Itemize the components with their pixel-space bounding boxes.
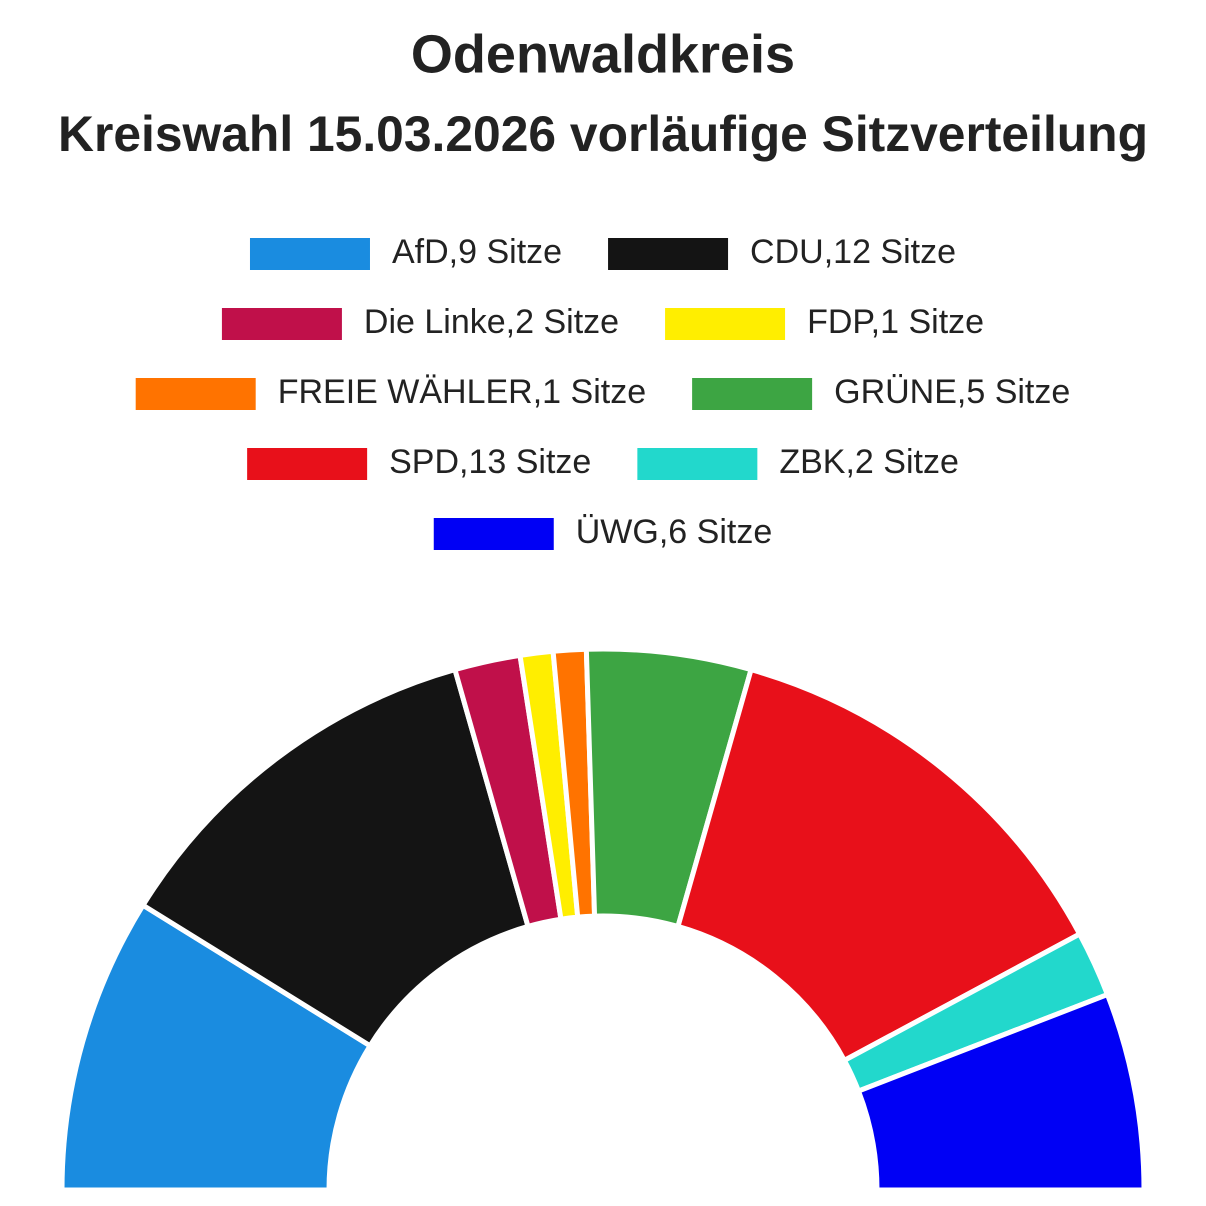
- legend-row: Die Linke,2 Sitze FDP,1 Sitze: [221, 303, 984, 341]
- legend-swatch: [249, 238, 370, 270]
- legend-swatch: [665, 308, 786, 340]
- legend-swatch: [433, 518, 554, 550]
- legend-label: Die Linke,2 Sitze: [364, 303, 619, 341]
- legend-row: ÜWG,6 Sitze: [433, 513, 772, 551]
- legend-row: SPD,13 Sitze ZBK,2 Sitze: [247, 443, 959, 481]
- legend-swatch: [608, 238, 729, 270]
- legend-label: CDU,12 Sitze: [750, 233, 956, 271]
- seat-segment: [674, 666, 1084, 1064]
- legend-label: ÜWG,6 Sitze: [576, 513, 772, 551]
- legend-swatch: [637, 448, 758, 480]
- legend-swatch: [135, 378, 256, 410]
- legend-swatch: [692, 378, 813, 410]
- legend-swatch: [221, 308, 342, 340]
- legend-label: GRÜNE,5 Sitze: [834, 373, 1070, 411]
- legend-row: FREIE WÄHLER,1 Sitze GRÜNE,5 Sitze: [135, 373, 1070, 411]
- legend-swatch: [247, 448, 368, 480]
- legend-label: FDP,1 Sitze: [807, 303, 984, 341]
- chart-title: Odenwaldkreis: [411, 24, 795, 84]
- legend-row: AfD,9 Sitze CDU,12 Sitze: [249, 233, 956, 271]
- seat-segment: [855, 991, 1147, 1193]
- legend-label: SPD,13 Sitze: [389, 443, 591, 481]
- legend-label: ZBK,2 Sitze: [779, 443, 959, 481]
- legend-label: FREIE WÄHLER,1 Sitze: [278, 373, 646, 411]
- seat-segment: [139, 666, 532, 1050]
- legend-label: AfD,9 Sitze: [392, 233, 562, 271]
- chart-subtitle: Kreiswahl 15.03.2026 vorläufige Sitzvert…: [58, 106, 1148, 162]
